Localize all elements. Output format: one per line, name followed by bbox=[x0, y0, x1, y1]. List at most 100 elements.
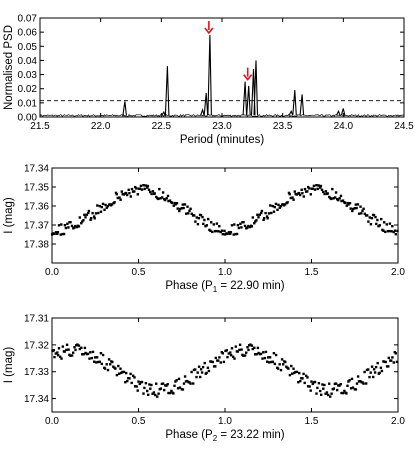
data-point bbox=[111, 360, 114, 364]
data-point bbox=[379, 366, 383, 369]
plot-frame bbox=[51, 317, 399, 413]
data-point bbox=[57, 224, 61, 227]
data-point bbox=[248, 225, 252, 229]
data-point bbox=[205, 224, 208, 227]
data-point bbox=[182, 382, 186, 385]
data-point bbox=[63, 224, 67, 227]
psd-peak bbox=[200, 108, 205, 116]
data-point bbox=[287, 367, 290, 370]
data-point bbox=[370, 217, 374, 220]
data-point bbox=[291, 372, 294, 375]
data-point bbox=[74, 348, 77, 352]
data-point bbox=[260, 211, 263, 215]
data-point bbox=[131, 190, 135, 193]
data-point bbox=[166, 194, 170, 198]
data-point bbox=[340, 199, 343, 203]
data-point bbox=[148, 383, 151, 386]
data-point bbox=[263, 356, 267, 360]
data-point bbox=[97, 211, 100, 215]
x-tick-label: 1.5 bbox=[305, 416, 319, 427]
data-point bbox=[263, 217, 266, 220]
data-point bbox=[122, 193, 125, 196]
data-point bbox=[133, 385, 137, 388]
data-point bbox=[134, 185, 137, 189]
y-tick-label: 17.36 bbox=[24, 202, 49, 213]
data-point bbox=[154, 393, 157, 397]
data-point bbox=[105, 206, 108, 209]
data-point bbox=[194, 368, 197, 371]
red-arrow-marker bbox=[204, 20, 214, 35]
data-point bbox=[363, 212, 366, 215]
data-point bbox=[98, 204, 101, 208]
data-point bbox=[73, 226, 76, 229]
data-point bbox=[215, 229, 218, 233]
data-point bbox=[370, 365, 374, 368]
data-point bbox=[301, 192, 304, 195]
data-point bbox=[100, 205, 103, 209]
data-point bbox=[298, 193, 302, 197]
data-point bbox=[384, 360, 387, 364]
data-point bbox=[378, 371, 381, 375]
data-point bbox=[376, 218, 379, 222]
data-point bbox=[167, 391, 170, 395]
data-point bbox=[298, 371, 301, 375]
data-point bbox=[135, 385, 138, 388]
data-point bbox=[84, 351, 87, 355]
data-point bbox=[170, 389, 173, 393]
data-point bbox=[233, 223, 236, 226]
data-point bbox=[315, 184, 318, 187]
psd-peak bbox=[292, 90, 297, 116]
psd-peak bbox=[299, 94, 305, 116]
x-axis-label-text: Phase (P bbox=[165, 429, 213, 441]
data-point bbox=[261, 357, 264, 360]
data-point bbox=[326, 192, 329, 195]
data-point bbox=[236, 224, 240, 227]
data-point bbox=[196, 371, 199, 374]
data-point bbox=[124, 191, 128, 195]
data-point bbox=[192, 382, 195, 385]
data-point bbox=[69, 221, 72, 224]
data-point bbox=[393, 229, 397, 232]
data-point bbox=[310, 380, 313, 383]
data-point bbox=[195, 375, 198, 379]
data-point bbox=[87, 209, 91, 213]
data-point bbox=[95, 356, 99, 359]
y-tick-label: 0.04 bbox=[18, 56, 38, 67]
data-point bbox=[197, 365, 201, 368]
data-point bbox=[103, 208, 106, 211]
x-tick-label: 23.0 bbox=[212, 121, 232, 132]
data-point bbox=[240, 226, 243, 229]
data-point bbox=[225, 349, 228, 352]
data-point bbox=[255, 219, 258, 222]
data-point bbox=[279, 368, 283, 372]
data-point bbox=[247, 348, 250, 352]
x-tick-label: 0.0 bbox=[45, 416, 59, 427]
data-point bbox=[226, 232, 229, 236]
data-point bbox=[142, 392, 145, 395]
data-point bbox=[181, 203, 184, 206]
data-point bbox=[96, 204, 99, 207]
data-point bbox=[311, 187, 315, 190]
data-point bbox=[147, 188, 151, 191]
data-point bbox=[264, 350, 268, 354]
data-point bbox=[264, 211, 267, 215]
data-point bbox=[320, 188, 324, 191]
data-point bbox=[173, 201, 176, 205]
data-point bbox=[70, 354, 74, 357]
data-point bbox=[377, 225, 380, 228]
data-point bbox=[391, 356, 394, 359]
data-point bbox=[374, 215, 377, 219]
data-point bbox=[184, 380, 188, 383]
data-point bbox=[341, 199, 345, 202]
data-point bbox=[289, 196, 292, 200]
data-point bbox=[292, 198, 295, 201]
data-point bbox=[258, 213, 261, 216]
data-point bbox=[391, 225, 394, 228]
data-point bbox=[347, 203, 350, 206]
x-tick-label: 0.5 bbox=[132, 416, 146, 427]
y-tick-label: 17.38 bbox=[24, 240, 49, 251]
data-point bbox=[121, 370, 124, 374]
data-point bbox=[200, 371, 204, 374]
data-point bbox=[161, 196, 164, 199]
psd-peak bbox=[340, 108, 346, 116]
